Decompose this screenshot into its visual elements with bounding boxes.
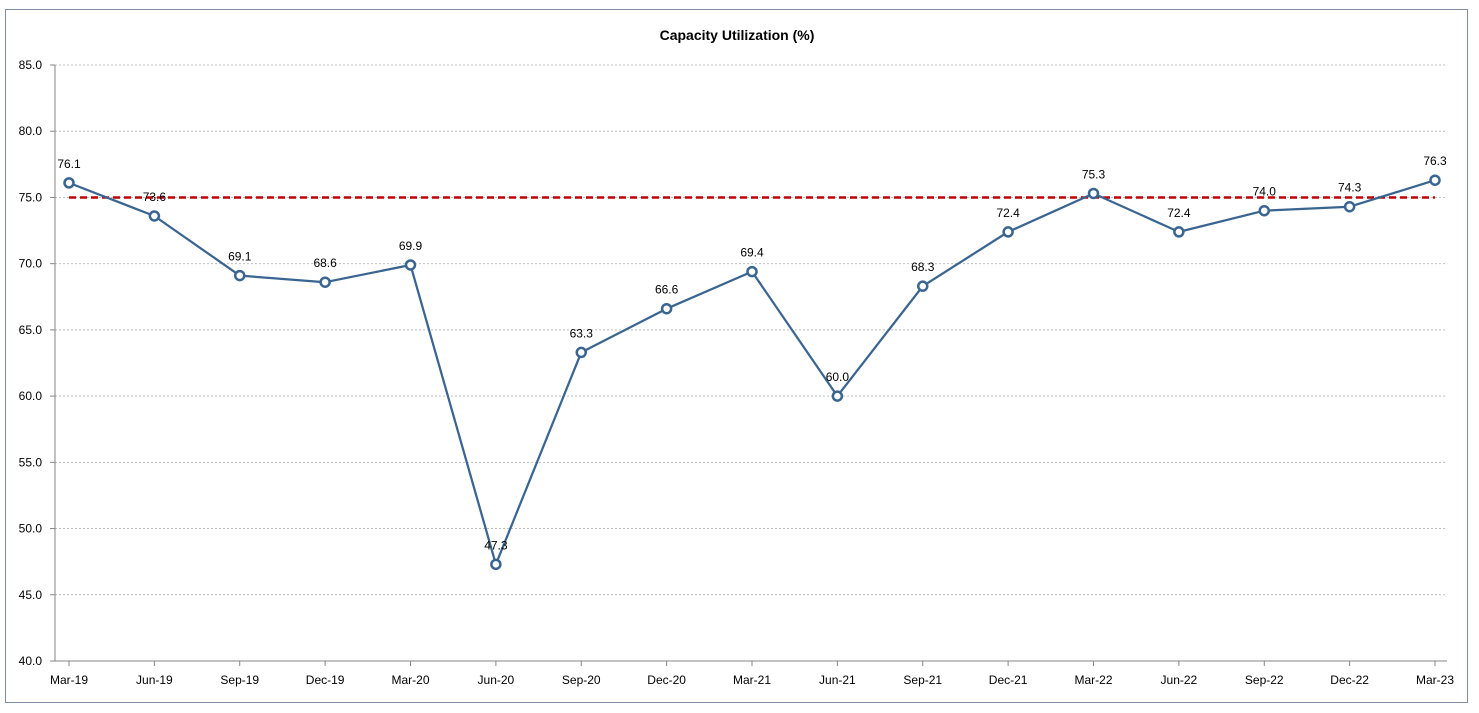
x-tick-label: Mar-23 — [1416, 673, 1454, 687]
data-label: 66.6 — [655, 283, 679, 297]
data-label: 76.3 — [1423, 154, 1447, 168]
y-tick-label: 60.0 — [19, 389, 43, 403]
data-point — [1002, 226, 1014, 238]
y-tick-label: 85.0 — [19, 58, 43, 72]
chart-frame: Capacity Utilization (%) 40.0 45.0 50.0 55.… — [5, 9, 1468, 703]
capacity-utilization-chart: Capacity Utilization (%) 40.0 45.0 50.0 55.… — [19, 27, 1455, 687]
y-tick-label: 70.0 — [19, 257, 43, 271]
data-label: 76.1 — [57, 157, 81, 171]
data-label: 69.4 — [740, 246, 764, 260]
y-tick-label: 80.0 — [19, 124, 43, 138]
data-point — [1343, 200, 1356, 213]
y-tick-label: 55.0 — [19, 455, 43, 469]
x-tick-label: Mar-19 — [50, 673, 88, 687]
data-point — [63, 177, 75, 189]
series-line — [68, 179, 1436, 566]
data-point — [831, 390, 844, 402]
data-label: 75.3 — [1082, 167, 1106, 181]
data-label: 72.4 — [996, 206, 1020, 220]
x-tick-label: Sep-19 — [220, 673, 259, 687]
chart-title: Capacity Utilization (%) — [660, 27, 815, 43]
y-tick-label: 45.0 — [19, 588, 43, 602]
data-label: 68.3 — [911, 260, 935, 274]
x-tick-label: Jun-19 — [136, 673, 173, 687]
x-tick-label: Sep-21 — [903, 673, 942, 687]
x-tick-label: Dec-21 — [989, 673, 1028, 687]
data-label: 60.0 — [826, 370, 850, 384]
data-point — [917, 280, 929, 292]
data-point — [1087, 187, 1100, 200]
data-point — [1173, 226, 1185, 238]
data-label: 73.6 — [143, 190, 167, 204]
data-point — [1258, 204, 1270, 217]
data-point — [234, 269, 246, 282]
x-tick-label: Mar-20 — [391, 673, 429, 687]
data-label: 72.4 — [1167, 206, 1191, 220]
data-label: 68.6 — [313, 256, 337, 270]
data-point — [746, 265, 758, 278]
y-tick-label: 65.0 — [19, 323, 43, 337]
x-tick-label: Dec-19 — [306, 673, 345, 687]
x-tick-label: Dec-20 — [647, 673, 686, 687]
data-point — [148, 210, 161, 222]
data-point — [404, 259, 417, 271]
series-layer — [63, 174, 1441, 571]
data-point — [1429, 174, 1441, 186]
x-tick-label: Jun-21 — [819, 673, 856, 687]
y-tick-label: 75.0 — [19, 190, 43, 204]
data-point — [319, 276, 331, 288]
axes: 40.0 45.0 50.0 55.0 60.0 65.0 70.0 75.0 80.0 85.0… — [19, 58, 1455, 687]
x-tick-label: Jun-22 — [1161, 673, 1198, 687]
data-label: 47.3 — [484, 538, 508, 552]
x-tick-label: Mar-21 — [733, 673, 771, 687]
x-tick-label: Dec-22 — [1330, 673, 1369, 687]
x-tick-label: Mar-22 — [1074, 673, 1112, 687]
data-label: 74.3 — [1338, 181, 1362, 195]
data-label: 69.9 — [399, 239, 423, 253]
data-point — [660, 302, 673, 315]
x-tick-label: Sep-20 — [562, 673, 601, 687]
data-point — [575, 346, 587, 359]
data-label: 74.0 — [1253, 185, 1277, 199]
y-tick-label: 40.0 — [19, 654, 43, 668]
data-label: 63.3 — [570, 326, 594, 340]
y-tick-label: 50.0 — [19, 522, 43, 536]
data-label: 69.1 — [228, 250, 252, 264]
data-point — [490, 558, 502, 571]
gridlines — [55, 64, 1447, 596]
data-labels: 76.1 73.6 69.1 68.6 69.9 47.3 63.3 66.6 69.4 60.0… — [57, 154, 1447, 552]
x-tick-label: Sep-22 — [1245, 673, 1284, 687]
x-tick-label: Jun-20 — [478, 673, 515, 687]
